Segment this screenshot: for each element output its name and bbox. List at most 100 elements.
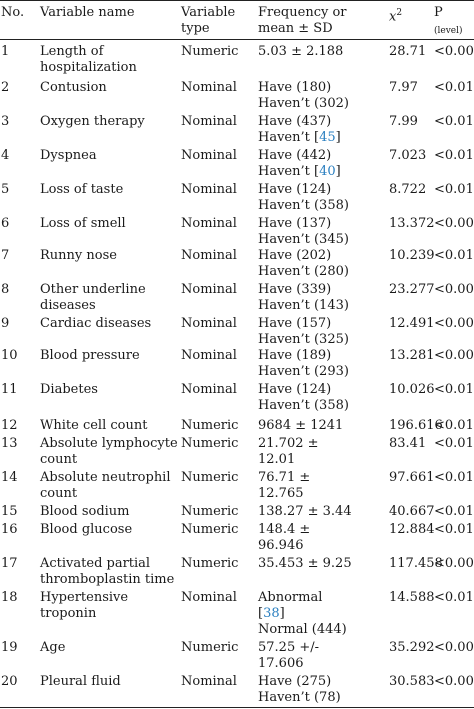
variable-name: White cell count [40,418,180,434]
row-number: 13 [1,436,18,451]
citation-link: 40 [319,164,336,179]
variable-name-line: Other underline [40,282,146,297]
variable-name: Pleural fluid [40,674,180,690]
bottom-rule [0,707,474,708]
row-number: 20 [1,674,18,689]
chi-square-value: 83.41 [389,436,427,451]
frequency-text: ] [335,130,341,145]
variable-name-line: White cell count [40,418,148,433]
variable-name: Blood sodium [40,504,180,520]
variable-type: Numeric [181,418,239,433]
row-number: 14 [1,470,18,485]
variable-type: Numeric [181,504,239,519]
variable-name-line: Blood sodium [40,504,130,519]
variable-name: Hypertensive troponin [40,590,180,622]
frequency-line: 12.01 [258,452,296,467]
frequency-line: Haven’t (358) [258,398,349,413]
variable-name: Cardiac diseases [40,316,180,332]
frequency-line: Haven’t (280) [258,264,349,279]
frequency-line: [38] [258,606,378,622]
chi-square-value: 196.616 [389,418,443,433]
variable-name: Other underline diseases [40,282,180,314]
p-level-value: <0.01 [434,248,474,263]
variable-type: Nominal [181,148,237,163]
frequency-value: Have (275) Haven’t (78) [258,674,378,706]
header-chi-square: x2 [389,5,439,25]
frequency-line: Have (202) [258,248,332,263]
frequency-line: 76.71 ± [258,470,311,485]
variable-type: Numeric [181,436,239,451]
chi-square-value: 35.292 [389,640,435,655]
variable-name-line: Activated partial [40,556,151,571]
frequency-value: Have (124) Haven’t (358) [258,182,378,214]
p-level-value: <0.01 [434,80,474,95]
variable-type: Nominal [181,282,237,297]
variable-type: Nominal [181,114,237,129]
frequency-line: Have (124) [258,382,332,397]
p-level-value: <0.001 [434,44,474,59]
frequency-line: 5.03 ± 2.188 [258,44,344,59]
p-level-value: <0.01 [434,436,474,451]
variable-name-line: Loss of taste [40,182,124,197]
variable-name-line: diseases [40,298,96,313]
p-level-value: <0.01 [434,590,474,605]
chi-square-value: 7.99 [389,114,418,129]
variable-name-line: Pleural fluid [40,674,121,689]
row-number: 2 [1,80,10,95]
header-p-level: P (level) [434,5,474,39]
frequency-value: 57.25 +/- 17.606 [258,640,378,672]
variable-name-line: Hypertensive [40,590,129,605]
variable-name: Length of hospitalization [40,44,180,76]
header-variable-type-line1: Variable [181,5,236,20]
chi-square-value: 13.372 [389,216,435,231]
variable-type: Numeric [181,44,239,59]
p-level-value: <0.01 [434,522,474,537]
citation-link: 38 [263,606,280,621]
p-level-value: <0.001 [434,674,474,689]
frequency-line: Haven’t (302) [258,96,349,111]
p-level-value: <0.01 [434,470,474,485]
variable-type: Nominal [181,80,237,95]
header-variable-type: Variable type [181,5,255,37]
chi-square-value: 12.491 [389,316,435,331]
variable-name: Loss of smell [40,216,180,232]
header-variable-type-line2: type [181,21,210,36]
row-number: 6 [1,216,10,231]
variable-type: Nominal [181,182,237,197]
p-level-value: <0.001 [434,556,474,571]
chi-square-value: 28.71 [389,44,427,59]
chi-square-value: 13.281 [389,348,435,363]
header-p-sub: (level) [434,26,463,36]
row-number: 18 [1,590,18,605]
variable-name: Contusion [40,80,180,96]
frequency-line: Have (437) [258,114,332,129]
frequency-line: Haven’t (345) [258,232,349,247]
frequency-line: Haven’t (325) [258,332,349,347]
header-frequency: Frequency or mean ± SD [258,5,378,37]
p-level-value: <0.01 [434,418,474,433]
chi-square-value: 14.588 [389,590,435,605]
frequency-value: Have (137) Haven’t (345) [258,216,378,248]
variable-name: Oxygen therapy [40,114,180,130]
frequency-value: Have (442) Haven’t [40] [258,148,378,180]
variable-name-line: Blood glucose [40,522,133,537]
chi-square-value: 97.661 [389,470,435,485]
frequency-value: Have (202) Haven’t (280) [258,248,378,280]
frequency-value: Have (339) Haven’t (143) [258,282,378,314]
frequency-line: Have (180) [258,80,332,95]
variable-name-line: Contusion [40,80,107,95]
frequency-text: [ [258,606,264,621]
variable-name-line: Age [40,640,66,655]
header-variable-name: Variable name [40,5,135,20]
frequency-line: 17.606 [258,656,304,671]
variable-name: Blood pressure [40,348,180,364]
variable-name-line: Dyspnea [40,148,97,163]
chi-square-value: 8.722 [389,182,427,197]
frequency-value: Have (189) Haven’t (293) [258,348,378,380]
p-level-value: <0.001 [434,316,474,331]
p-level-value: <0.01 [434,114,474,129]
row-number: 9 [1,316,10,331]
chi-square-value: 23.277 [389,282,435,297]
variable-type: Nominal [181,382,237,397]
frequency-line: Have (137) [258,216,332,231]
